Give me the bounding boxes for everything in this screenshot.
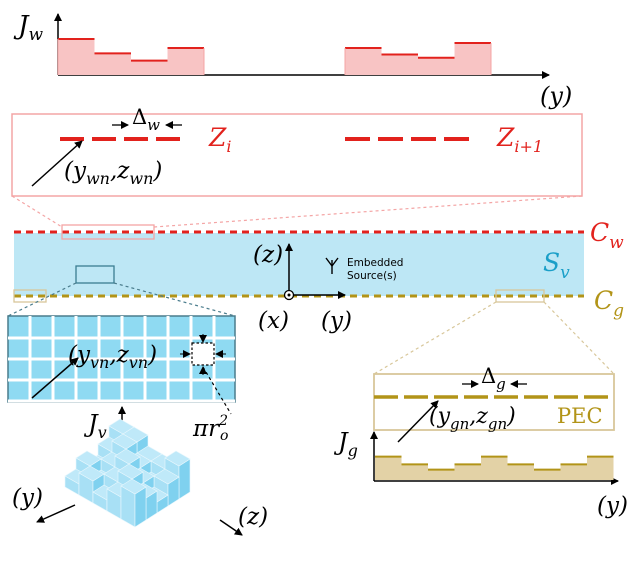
cw-zoom-marker [61,224,155,240]
grid-pointer-arrow [31,357,79,399]
ground-zoom-connector [373,301,497,375]
top-chart-ylabel: Jw [13,11,43,45]
layer-section: Cw Sv Cg (z) (x) (y) Embedded Source(s) [13,218,624,334]
ground-zoom: Δg (ygn,zgn) PEC [373,364,615,443]
volume-bar-top [120,478,147,495]
sv-layer [14,233,584,296]
volume-y-label: (y) [12,485,43,511]
grid-coord-label: (yvn,zvn) [68,342,157,372]
ground-delta-label: Δg [481,364,506,393]
wire-zoom: Δw (ywn,zwn) Zi Zi+1 [11,105,583,197]
wire-pointer-arrow [31,140,83,187]
wire-zoom-connector [153,195,583,228]
sv-label: Sv [543,248,570,283]
jg-bar [375,456,402,480]
wire-zi1-label: Zi+1 [496,123,543,156]
volume-bar-top [78,465,105,482]
cell-radius-box [191,342,215,366]
jw-bar [167,48,204,75]
x-axis-dot-icon [287,293,291,297]
volume-chart: Jv (y) (z) [12,406,268,536]
jg-bar [560,464,587,480]
ground-pointer-arrow [397,400,439,443]
ground-zoom-box [373,373,615,431]
volume-y-axis [36,504,76,523]
grid-zoom-connector [7,282,77,317]
grid-zoom: (yvn,zvn) πr2 o [7,315,236,444]
jg-bar [481,456,508,480]
volume-bar-top [164,450,191,467]
volume-z-label: (z) [238,504,268,530]
jg-bar [454,464,481,480]
cg-label: Cg [594,286,624,321]
ground-chart: Jg (y) [333,428,628,519]
jw-bar [418,57,455,75]
cw-label: Cw [590,218,624,253]
jg-bar [534,469,561,480]
cg-zoom-marker [495,289,545,303]
volume-z-axis [219,519,243,536]
layer-y-label: (y) [321,308,352,334]
jw-bar [131,60,168,75]
ground-coord-label: (ygn,zgn) [429,404,516,433]
top-chart: Jw (y) [13,11,572,110]
grid-zoom-connector [113,282,236,317]
source-label-line2: Source(s) [347,270,397,282]
wire-zoom-box [11,113,583,197]
jg-bar [428,469,455,480]
volume-ylabel: Jv [83,410,107,442]
volume-bars [64,418,191,528]
wire-delta-marker: Δw [112,105,182,134]
sv-zoom-marker [75,265,115,284]
wire-coord-label: (ywn,zwn) [64,158,162,188]
wire-delta-label: Δw [132,105,160,134]
wire-zoom-connector [11,195,63,228]
antenna-icon [325,257,339,274]
layer-z-label: (z) [253,242,283,268]
jg-bar [507,464,534,480]
volume-bar-top [153,468,180,485]
top-chart-xlabel: (y) [540,82,572,110]
grid-cell-lines [8,316,235,403]
jg-bar [587,456,614,480]
jw-bar [345,48,382,75]
layer-x-label: (x) [258,308,289,334]
jg-bar [401,464,428,480]
jw-bar [58,39,95,75]
ground-chart-ylabel: Jg [333,428,358,460]
jw-bar [381,54,418,75]
ground-chart-xlabel: (y) [597,493,628,519]
jw-bar [454,42,491,75]
source-label-line1: Embedded [347,257,403,269]
ground-zoom-connector [543,301,615,375]
jw-bar [94,53,131,75]
pec-label: PEC [557,404,603,428]
cg-left-marker [13,289,47,303]
ground-chart-bars [375,455,614,480]
top-chart-bars [57,38,492,75]
radius-label: πr2 o [192,413,228,444]
wire-zi-label: Zi [208,123,232,156]
